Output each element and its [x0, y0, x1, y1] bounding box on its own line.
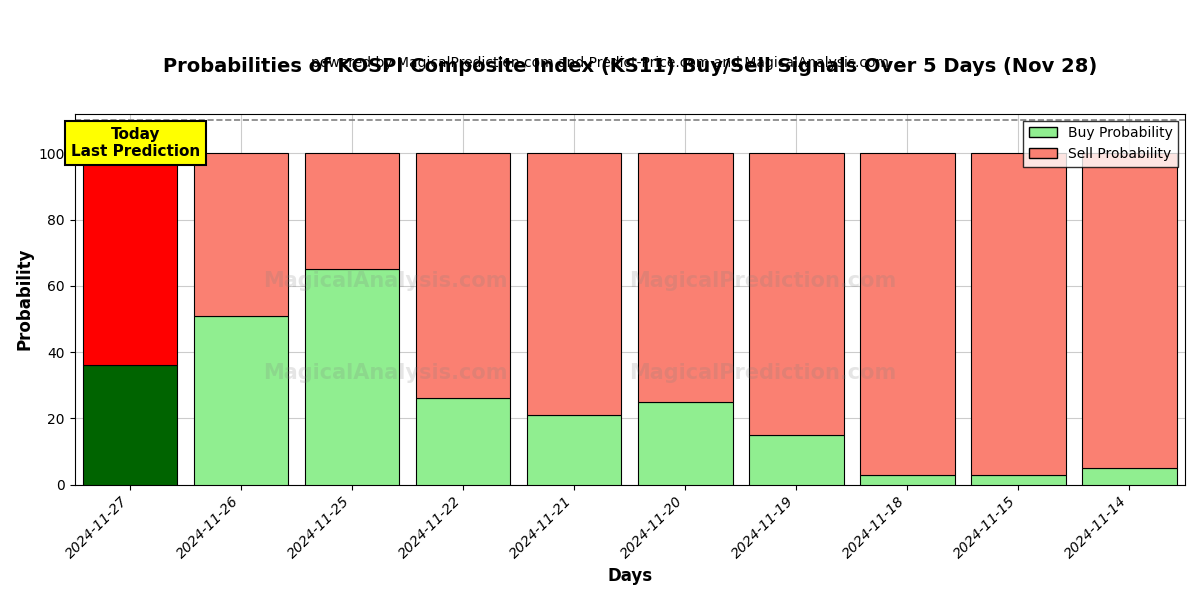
Bar	[83, 154, 178, 365]
Bar	[83, 365, 178, 485]
Bar	[749, 154, 844, 435]
Bar	[305, 269, 400, 485]
Bar	[416, 398, 510, 485]
Text: powered by MagicalPrediction.com and Predict-Price.com and MagicalAnalysis.com: powered by MagicalPrediction.com and Pre…	[311, 56, 889, 70]
Bar	[527, 154, 622, 415]
Title: Probabilities of KOSPI Composite Index (KS11) Buy/Sell Signals Over 5 Days (Nov : Probabilities of KOSPI Composite Index (…	[163, 57, 1097, 76]
Bar	[638, 402, 732, 485]
Bar	[638, 154, 732, 402]
X-axis label: Days: Days	[607, 567, 653, 585]
Bar	[1082, 154, 1177, 468]
Bar	[305, 154, 400, 269]
Text: MagicalAnalysis.com: MagicalAnalysis.com	[263, 271, 508, 290]
Bar	[971, 154, 1066, 475]
Text: MagicalAnalysis.com: MagicalAnalysis.com	[263, 363, 508, 383]
Bar	[527, 415, 622, 485]
Legend: Buy Probability, Sell Probability: Buy Probability, Sell Probability	[1024, 121, 1178, 167]
Text: MagicalPrediction.com: MagicalPrediction.com	[630, 363, 896, 383]
Text: Today
Last Prediction: Today Last Prediction	[71, 127, 200, 160]
Bar	[194, 316, 288, 485]
Bar	[194, 154, 288, 316]
Bar	[971, 475, 1066, 485]
Bar	[860, 154, 955, 475]
Bar	[860, 475, 955, 485]
Bar	[416, 154, 510, 398]
Bar	[1082, 468, 1177, 485]
Bar	[749, 435, 844, 485]
Y-axis label: Probability: Probability	[16, 248, 34, 350]
Text: MagicalPrediction.com: MagicalPrediction.com	[630, 271, 896, 290]
